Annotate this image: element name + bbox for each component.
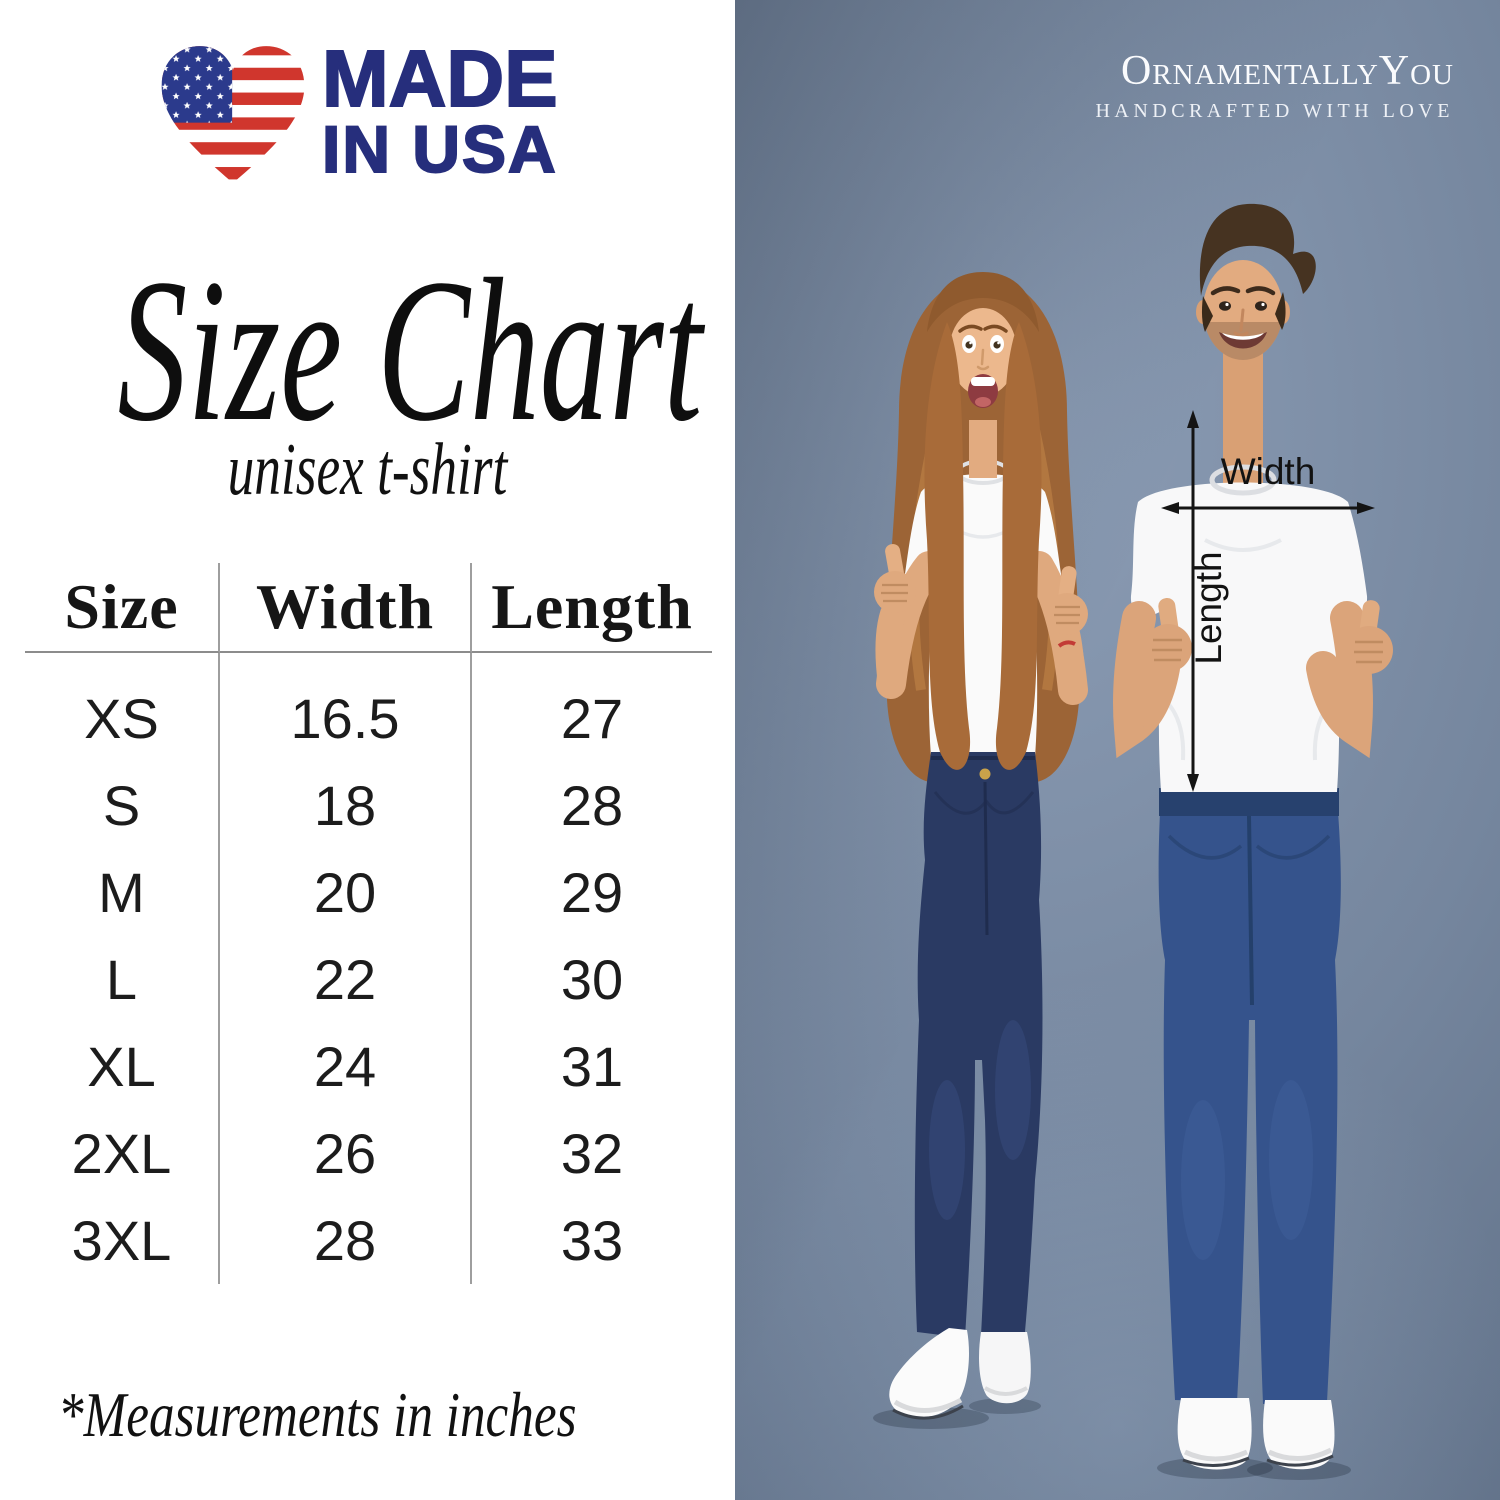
width-arrow-label: Width bbox=[1221, 451, 1316, 492]
usa-heart-flag-icon bbox=[161, 46, 305, 183]
cell-length-2xl: 32 bbox=[560, 1122, 624, 1185]
page-title: Size Chart bbox=[117, 237, 703, 464]
cell-length-xl: 31 bbox=[560, 1035, 624, 1098]
row-label-m: M bbox=[25, 849, 220, 936]
cell-width-3xl: 28 bbox=[220, 1197, 472, 1284]
row-label-xl: XL bbox=[25, 1023, 220, 1110]
cell-width-s: 18 bbox=[220, 762, 472, 849]
row-label-l: L bbox=[25, 936, 220, 1023]
measurements-footnote: *Measurements in inches bbox=[58, 1379, 577, 1450]
spacer bbox=[25, 653, 220, 675]
spacer bbox=[220, 653, 472, 675]
length-arrow-label: Length bbox=[1188, 551, 1229, 664]
row-label-3xl: 3XL bbox=[25, 1197, 220, 1284]
row-label-2xl: 2XL bbox=[25, 1110, 220, 1197]
cell-length-s: 28 bbox=[560, 774, 624, 837]
cell-length-m: 29 bbox=[560, 861, 624, 924]
photo-panel: Width Length bbox=[735, 0, 1500, 1500]
made-in-usa-line2: IN USA bbox=[321, 111, 558, 186]
spacer bbox=[472, 653, 712, 675]
made-in-usa-text: MADE IN USA bbox=[321, 34, 559, 186]
cell-width-xl: 24 bbox=[220, 1023, 472, 1110]
size-table: Size Width Length XS 16.5 27 S 18 28 M 2… bbox=[25, 563, 712, 1284]
cell-width-2xl: 26 bbox=[220, 1110, 472, 1197]
brand-name: OrnamentallyYou bbox=[1120, 48, 1454, 94]
cell-width-m: 20 bbox=[220, 849, 472, 936]
cell-length-l: 30 bbox=[560, 948, 624, 1011]
col-header-length: Length bbox=[472, 563, 712, 653]
brand-block: OrnamentallyYou HANDCRAFTED WITH LOVE bbox=[1095, 50, 1454, 123]
made-in-usa-line1: MADE bbox=[321, 34, 559, 123]
couple-photo-illustration: Width Length bbox=[873, 203, 1393, 1480]
measurement-arrows: Width Length bbox=[1161, 410, 1375, 792]
cell-length-xs: 27 bbox=[560, 687, 624, 750]
row-label-xs: XS bbox=[25, 675, 220, 762]
size-chart-panel: MADE IN USA Size Chart unisex t-shirt Si… bbox=[0, 0, 735, 1500]
made-in-usa-logo: MADE IN USA bbox=[148, 34, 708, 204]
brand-tagline: HANDCRAFTED WITH LOVE bbox=[1095, 100, 1454, 122]
page-subtitle: unisex t-shirt bbox=[227, 429, 508, 511]
photo-woman bbox=[873, 272, 1088, 1429]
cell-width-l: 22 bbox=[220, 936, 472, 1023]
col-header-size: Size bbox=[25, 563, 220, 653]
row-label-s: S bbox=[25, 762, 220, 849]
photo-man bbox=[1113, 203, 1393, 1480]
cell-length-3xl: 33 bbox=[560, 1209, 624, 1272]
col-header-width: Width bbox=[220, 563, 472, 653]
cell-width-xs: 16.5 bbox=[220, 675, 472, 762]
